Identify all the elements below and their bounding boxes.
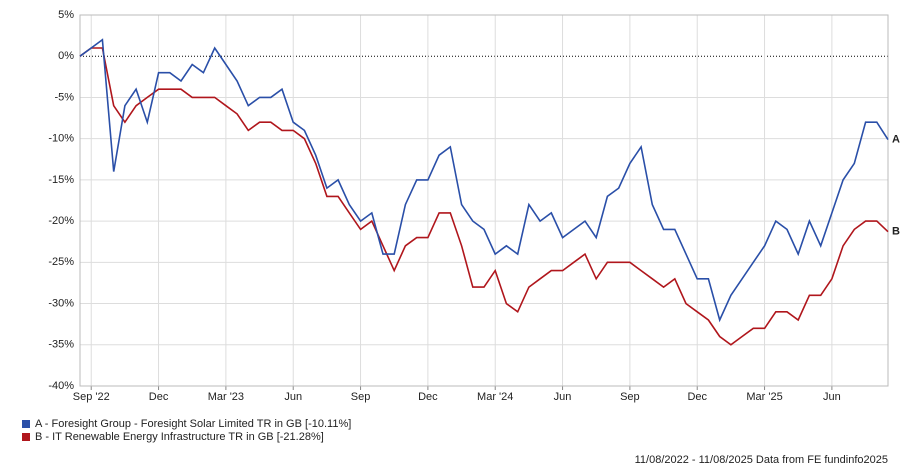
x-tick-label: Dec — [687, 391, 707, 403]
x-tick-label: Mar '24 — [477, 391, 513, 403]
y-tick-label: -15% — [48, 174, 74, 186]
x-tick-label: Dec — [418, 391, 438, 403]
legend-label: B - IT Renewable Energy Infrastructure T… — [35, 431, 324, 443]
end-label: A — [892, 133, 900, 145]
y-tick-label: 5% — [58, 9, 74, 21]
footer: 11/08/2022 - 11/08/2025 Data from FE fun… — [635, 454, 888, 466]
y-tick-label: -30% — [48, 297, 74, 309]
y-tick-label: -20% — [48, 215, 74, 227]
plot-frame — [79, 14, 889, 387]
y-tick-label: -5% — [54, 91, 74, 103]
legend-label: A - Foresight Group - Foresight Solar Li… — [35, 418, 351, 430]
y-tick-label: -35% — [48, 339, 74, 351]
x-tick-label: Sep — [351, 391, 371, 403]
series-line — [79, 38, 889, 323]
x-tick-label: Jun — [284, 391, 302, 403]
y-tick-label: -40% — [48, 380, 74, 392]
y-tick-label: -25% — [48, 256, 74, 268]
x-tick-label: Mar '23 — [208, 391, 244, 403]
series-line — [79, 47, 889, 346]
end-label: B — [892, 226, 900, 238]
x-tick-label: Jun — [823, 391, 841, 403]
y-tick-label: -10% — [48, 133, 74, 145]
legend-swatch — [22, 433, 30, 441]
x-tick-label: Dec — [149, 391, 169, 403]
legend-swatch — [22, 420, 30, 428]
x-tick-label: Sep '22 — [73, 391, 110, 403]
x-tick-label: Mar '25 — [746, 391, 782, 403]
x-tick-label: Jun — [554, 391, 572, 403]
x-tick-label: Sep — [620, 391, 640, 403]
y-tick-label: 0% — [58, 50, 74, 62]
